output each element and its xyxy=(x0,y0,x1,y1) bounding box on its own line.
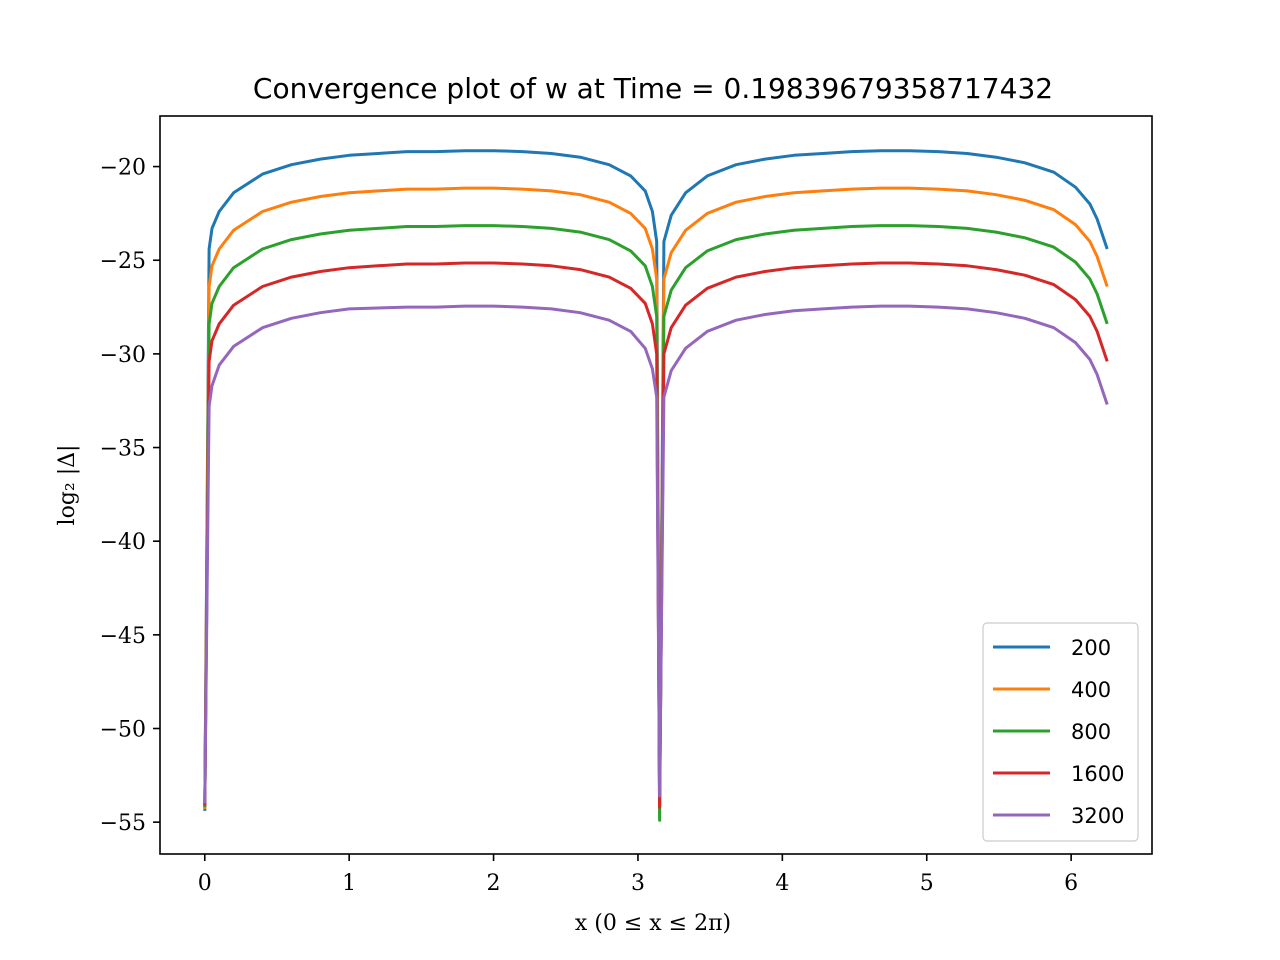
y-tick-label: −20 xyxy=(100,156,146,181)
x-tick-label: 1 xyxy=(342,871,356,896)
plot-frame xyxy=(159,115,1153,855)
plot-lines xyxy=(203,149,1109,822)
y-tick-label: −30 xyxy=(100,343,146,368)
y-axis-ticks: −20 −25 −30 −35 −40 −45 −50 −55 xyxy=(100,156,160,836)
y-axis-label: log₂ |Δ| xyxy=(55,445,80,526)
legend-label-3200: 3200 xyxy=(1071,804,1124,828)
x-axis-ticks: 0 1 2 3 4 5 6 xyxy=(198,854,1078,896)
x-tick-label: 6 xyxy=(1064,871,1078,896)
y-tick-label: −35 xyxy=(100,437,146,462)
x-tick-label: 4 xyxy=(775,871,789,896)
legend-label-400: 400 xyxy=(1071,678,1111,702)
y-tick-label: −50 xyxy=(100,718,146,743)
x-tick-label: 2 xyxy=(487,871,501,896)
y-tick-label: −25 xyxy=(100,249,146,274)
x-tick-label: 3 xyxy=(631,871,645,896)
series-line-800 xyxy=(203,224,1109,822)
y-tick-label: −45 xyxy=(100,624,146,649)
chart-title: Convergence plot of w at Time = 0.198396… xyxy=(253,72,1053,105)
series-line-3200 xyxy=(203,304,1109,804)
legend-entries: 200 400 800 1600 3200 xyxy=(993,636,1124,828)
series-line-200 xyxy=(203,149,1109,811)
legend: 200 400 800 1600 3200 xyxy=(982,622,1139,842)
x-tick-label: 5 xyxy=(920,871,934,896)
x-tick-label: 0 xyxy=(198,871,212,896)
series-line-400 xyxy=(203,186,1109,811)
y-tick-label: −40 xyxy=(100,530,146,555)
legend-label-200: 200 xyxy=(1071,636,1111,660)
legend-label-800: 800 xyxy=(1071,720,1111,744)
legend-box xyxy=(982,622,1139,842)
legend-label-1600: 1600 xyxy=(1071,762,1124,786)
series-line-1600 xyxy=(203,261,1109,809)
x-axis-label: x (0 ≤ x ≤ 2π) xyxy=(575,911,731,936)
y-tick-label: −55 xyxy=(100,811,146,836)
